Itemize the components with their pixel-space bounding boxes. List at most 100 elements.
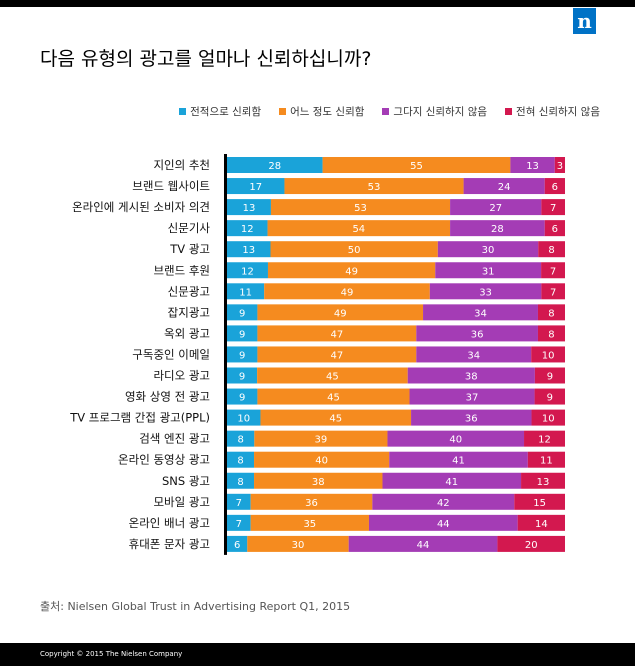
bar-value-label: 3 [557,161,563,172]
bar-segment [257,388,410,405]
stacked-bar-chart: 지인의 추천 28 55 13 3 브랜드 웹사이트 17 53 24 6 온라인에 게시된 소비자… [69,154,565,555]
bar-segment [227,304,258,321]
category-label: 브랜드 웹사이트 [132,179,210,193]
bar-segment [227,388,258,405]
category-label: 지인의 추천 [153,158,210,172]
bar-value-label: 11 [239,287,252,298]
bar-value-label: 30 [292,540,305,551]
bar-segment [538,241,565,258]
bar-segment [227,325,258,342]
category-label: 신문기사 [168,221,211,235]
category-label: 옥외 광고 [164,326,210,340]
bar-value-label: 8 [548,329,554,340]
bar-value-label: 20 [525,540,538,551]
bar-segment [270,241,438,258]
bar-segment [541,262,565,279]
bar-value-label: 13 [243,203,256,214]
category-label: 온라인 배너 광고 [129,516,210,530]
bar-value-label: 10 [542,350,555,361]
bar-segment [407,367,535,384]
bar-segment [429,283,542,300]
bar-value-label: 35 [303,519,316,530]
chart-title: 다음 유형의 광고를 얼마나 신뢰하십니까? [40,48,372,70]
bar-value-label: 31 [482,266,495,277]
bar-value-label: 8 [237,456,243,467]
bar-value-label: 27 [489,203,502,214]
bar-value-label: 10 [542,414,555,425]
bar-value-label: 13 [537,477,550,488]
bar-value-label: 7 [550,266,556,277]
bar-value-label: 50 [348,245,361,256]
bar-segment [227,283,265,300]
bar-value-label: 6 [552,182,558,193]
bar-value-label: 54 [352,224,365,235]
bar-segment [537,325,565,342]
bar-segment [227,199,271,216]
footer-bar: Copyright © 2015 The Nielsen Company [0,643,635,666]
legend-swatch [382,107,390,115]
bar-segment [497,535,565,552]
bar-segment [387,430,525,447]
bar-segment [521,472,565,489]
bar-value-label: 28 [268,161,281,172]
bar-segment [227,493,251,510]
bar-value-label: 53 [354,203,367,214]
bar-value-label: 49 [334,308,347,319]
bar-value-label: 7 [550,287,556,298]
legend-label: 전적으로 신뢰함 [190,105,262,118]
bar-segment [541,199,565,216]
bar-value-label: 55 [410,161,423,172]
category-label: TV 광고 [169,242,210,256]
bar-value-label: 39 [315,435,328,446]
bar-segment [416,325,538,342]
bar-value-label: 37 [466,393,479,404]
category-label: TV 프로그램 간접 광고(PPL) [69,411,210,425]
bar-value-label: 41 [452,456,465,467]
bar-value-label: 9 [547,393,553,404]
bar-value-label: 41 [445,477,458,488]
bar-segment [541,283,565,300]
bar-value-label: 42 [437,498,450,509]
category-label: 온라인에 게시된 소비자 의견 [72,200,210,214]
category-label: 검색 엔진 광고 [139,432,210,446]
bar-value-label: 36 [305,498,318,509]
bar-segment [227,430,255,447]
bar-segment [554,157,565,173]
nielsen-logo: n [573,8,596,34]
category-label: 라디오 광고 [153,369,210,383]
legend-item: 전적으로 신뢰함 [179,103,261,119]
bar-value-label: 28 [491,224,504,235]
bar-value-label: 17 [249,182,262,193]
bar-segment [250,493,373,510]
bar-segment [411,409,532,426]
bar-segment [257,367,408,384]
bar-segment [389,451,528,468]
bar-value-label: 15 [533,498,546,509]
bar-value-label: 12 [241,224,254,235]
bar-segment [534,388,565,405]
chart-legend: 전적으로 신뢰함 어느 정도 신뢰함 그다지 신뢰하지 않음 전혀 신뢰하지 않음 [0,103,600,119]
bar-segment [435,262,542,279]
top-bar [0,0,635,7]
bar-segment [527,451,565,468]
bar-segment [450,199,542,216]
bar-value-label: 40 [449,435,462,446]
bar-value-label: 36 [471,329,484,340]
bar-segment [348,535,498,552]
bar-segment [227,157,323,173]
bar-segment [254,472,383,489]
legend-item: 전혀 신뢰하지 않음 [505,103,600,119]
bar-segment [257,325,417,342]
category-label: 온라인 동영상 광고 [118,453,210,467]
bar-segment [227,367,258,384]
bar-segment [254,451,390,468]
bar-value-label: 8 [237,435,243,446]
y-axis-line [224,154,227,555]
bar-value-label: 10 [237,414,250,425]
bar-value-label: 7 [550,203,556,214]
legend-item: 그다지 신뢰하지 않음 [382,103,487,119]
bar-segment [254,430,388,447]
bar-segment [260,409,412,426]
bar-value-label: 34 [467,350,480,361]
bar-segment [227,451,255,468]
